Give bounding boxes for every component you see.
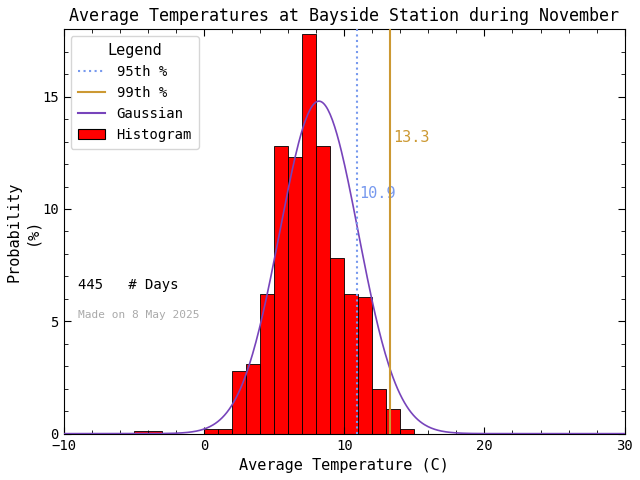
Bar (204, 429, 218, 433)
Bar (330, 258, 344, 433)
Bar (274, 146, 288, 433)
Bar (134, 432, 148, 433)
Title: Average Temperatures at Bayside Station during November: Average Temperatures at Bayside Station … (69, 7, 620, 25)
Bar (372, 389, 387, 433)
Bar (232, 371, 246, 433)
Y-axis label: Probability
(%): Probability (%) (7, 181, 39, 282)
Bar (302, 34, 316, 433)
Bar (316, 146, 330, 433)
Text: 10.9: 10.9 (360, 186, 396, 201)
Bar (387, 409, 400, 433)
Bar (400, 429, 414, 433)
Text: 445   # Days: 445 # Days (77, 278, 179, 292)
X-axis label: Average Temperature (C): Average Temperature (C) (239, 458, 449, 473)
Bar (218, 429, 232, 433)
Text: Made on 8 May 2025: Made on 8 May 2025 (77, 310, 199, 320)
Bar (260, 294, 274, 433)
Bar (246, 364, 260, 433)
Bar (358, 297, 372, 433)
Bar (288, 157, 302, 433)
Text: 13.3: 13.3 (394, 130, 430, 144)
Bar (344, 294, 358, 433)
Legend: 95th %, 99th %, Gaussian, Histogram: 95th %, 99th %, Gaussian, Histogram (70, 36, 199, 149)
Bar (148, 432, 162, 433)
